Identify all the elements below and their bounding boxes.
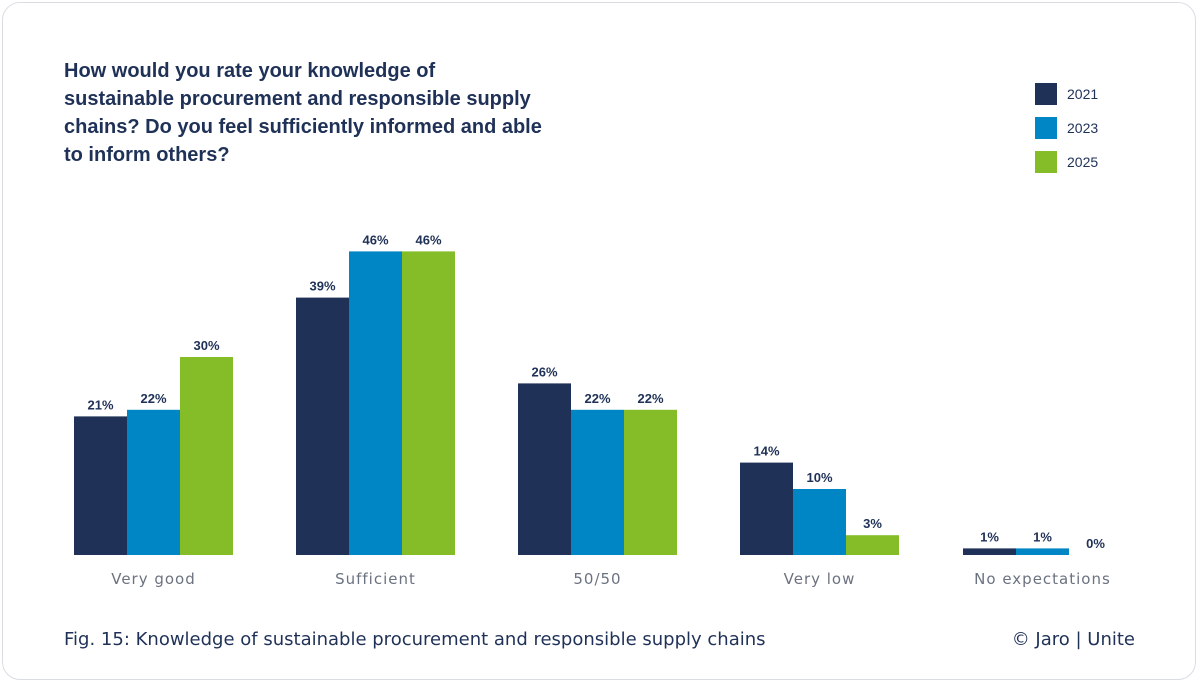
category-label-very-good: Very good <box>111 570 196 588</box>
bar-2025-sufficient <box>402 251 455 555</box>
category-label-very-low: Very low <box>784 570 856 588</box>
chart-title: How would you rate your knowledge of sus… <box>64 60 542 166</box>
data-label-2021-no-expectations: 1% <box>980 529 999 544</box>
bar-2021-very-low <box>740 462 793 555</box>
category-label-50-50: 50/50 <box>573 570 621 588</box>
data-label-2025-very-low: 3% <box>863 516 882 531</box>
bar-2023-very-low <box>793 489 846 555</box>
legend-label-2023: 2023 <box>1067 120 1099 136</box>
legend-swatch-2025 <box>1035 151 1057 173</box>
data-label-2023-sufficient: 46% <box>362 232 388 247</box>
bar-2023-50-50 <box>571 409 624 555</box>
bar-2025-very-low <box>846 535 899 555</box>
data-label-2023-very-good: 22% <box>140 391 166 406</box>
bar-2025-very-good <box>180 357 233 555</box>
bar-2023-no-expectations <box>1016 548 1069 555</box>
legend: 2021 2023 2025 <box>1035 77 1098 179</box>
bar-2021-50-50 <box>518 383 571 555</box>
data-label-2023-50-50: 22% <box>584 391 610 406</box>
category-label-no-expectations: No expectations <box>974 570 1111 588</box>
legend-swatch-2023 <box>1035 117 1057 139</box>
data-label-2025-very-good: 30% <box>193 338 219 353</box>
legend-item-2025: 2025 <box>1035 145 1098 179</box>
data-label-2023-very-low: 10% <box>806 470 832 485</box>
bar-2021-very-good <box>74 416 127 555</box>
bar-2023-sufficient <box>349 251 402 555</box>
data-label-2021-very-low: 14% <box>753 444 779 459</box>
bar-2021-no-expectations <box>963 548 1016 555</box>
legend-label-2021: 2021 <box>1067 86 1099 102</box>
bar-2025-50-50 <box>624 409 677 555</box>
legend-label-2025: 2025 <box>1067 154 1099 170</box>
data-label-2025-50-50: 22% <box>637 391 663 406</box>
figure-caption: Fig. 15: Knowledge of sustainable procur… <box>64 629 766 650</box>
data-label-2021-very-good: 21% <box>87 397 113 412</box>
legend-item-2021: 2021 <box>1035 77 1098 111</box>
bar-2023-very-good <box>127 409 180 555</box>
data-label-2025-sufficient: 46% <box>415 232 441 247</box>
data-label-2025-no-expectations: 0% <box>1086 536 1105 551</box>
data-label-2023-no-expectations: 1% <box>1033 529 1052 544</box>
category-label-sufficient: Sufficient <box>335 570 416 588</box>
bar-2021-sufficient <box>296 297 349 555</box>
legend-item-2023: 2023 <box>1035 111 1098 145</box>
data-label-2021-sufficient: 39% <box>309 279 335 294</box>
data-label-2021-50-50: 26% <box>531 364 557 379</box>
copyright-credit: © Jaro | Unite <box>1011 629 1135 650</box>
legend-swatch-2021 <box>1035 83 1057 105</box>
